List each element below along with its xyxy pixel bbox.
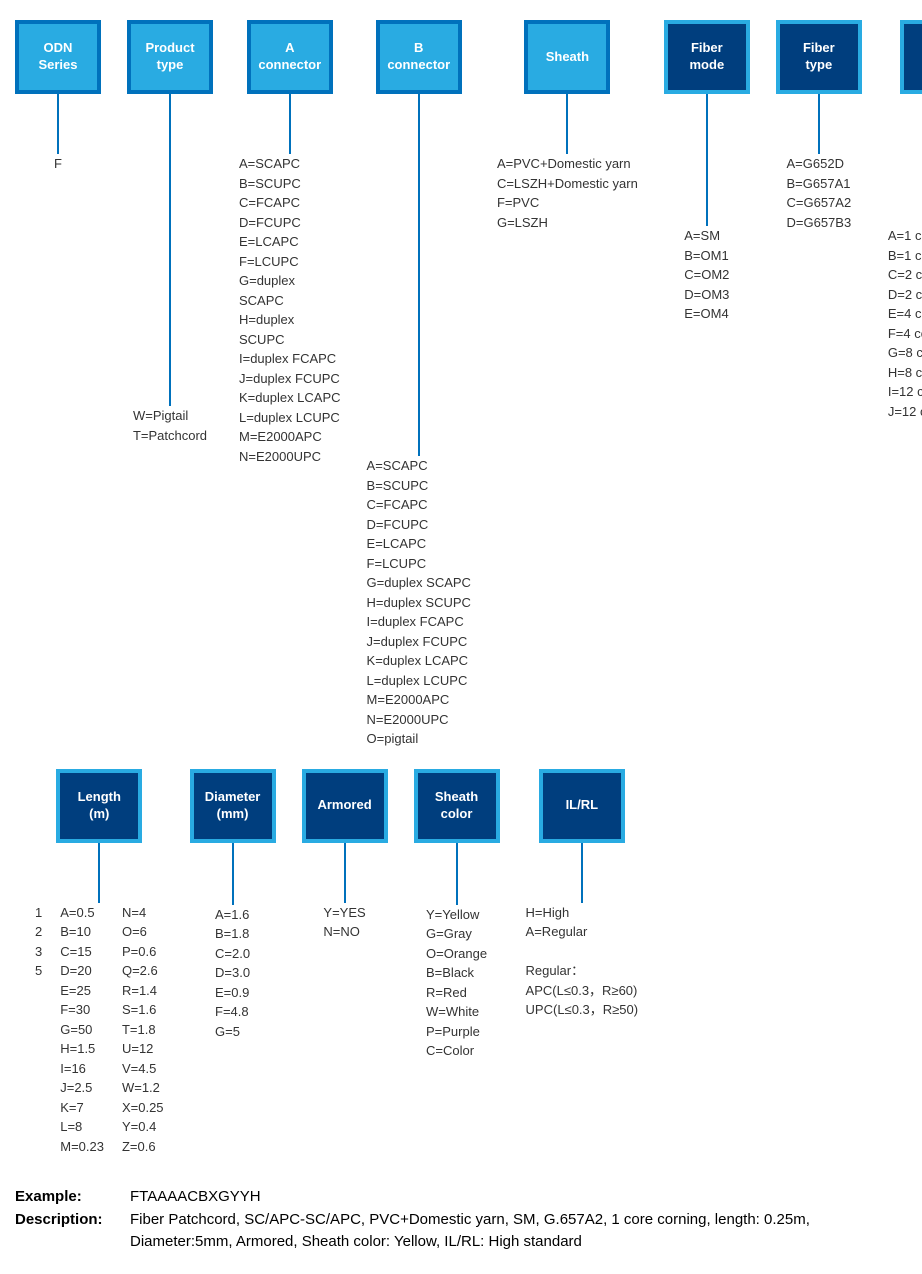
- column: Diameter(mm) A=1.6B=1.8C=2.0D=3.0E=0.9F=4…: [190, 769, 276, 1157]
- column: Sheath A=PVC+Domestic yarnC=LSZH+Domestic…: [497, 20, 638, 749]
- connector-line: [818, 94, 820, 154]
- example-value: FTAAAACBXGYYH: [130, 1186, 261, 1209]
- connector-line: [232, 843, 234, 905]
- column: Bconnector A=SCAPCB=SCUPCC=FCAPCD=FCUPCE=…: [367, 20, 471, 749]
- connector-line: [456, 843, 458, 905]
- column: Length(m) 1235A=0.5B=10C=15D=20E=25F=30G=…: [35, 769, 164, 1157]
- header-box: ODNSeries: [15, 20, 101, 94]
- description-value: Fiber Patchcord, SC/APC-SC/APC, PVC+Dome…: [130, 1209, 907, 1254]
- column: Aconnector A=SCAPCB=SCUPCC=FCAPCD=FCUPCE=…: [239, 20, 341, 749]
- options-list: Y=YellowG=GrayO=OrangeB=BlackR=RedW=Whit…: [426, 905, 487, 1061]
- header-box: Diameter(mm): [190, 769, 276, 843]
- connector-line: [57, 94, 59, 154]
- header-box: Sheath: [524, 20, 610, 94]
- header-box: Bconnector: [376, 20, 462, 94]
- column: Sheathcolor Y=YellowG=GrayO=OrangeB=Black…: [414, 769, 500, 1157]
- top-row: ODNSeries F Producttype W=PigtailT=Patchcor…: [15, 20, 907, 749]
- column: Producttype W=PigtailT=Patchcord: [127, 20, 213, 749]
- footer: Example:FTAAAACBXGYYH Description:Fiber …: [15, 1186, 907, 1254]
- header-box: IL/RL: [539, 769, 625, 843]
- options-list: A=SCAPCB=SCUPCC=FCAPCD=FCUPCE=LCAPCF=LCU…: [367, 456, 471, 749]
- options-list: Y=YESN=NO: [323, 903, 365, 942]
- header-box: Aconnector: [247, 20, 333, 94]
- options-list: A=G652DB=G657A1C=G657A2D=G657B3: [787, 154, 852, 232]
- connector-line: [418, 94, 420, 456]
- options-list: H=HighA=Regular Regular：APC(L≤0.3，R≥60)U…: [526, 903, 639, 1020]
- connector-line: [344, 843, 346, 903]
- column: Fibermode A=SMB=OM1C=OM2D=OM3E=OM4: [664, 20, 750, 749]
- options-list: W=PigtailT=Patchcord: [133, 406, 207, 445]
- column: Armored Y=YESN=NO: [302, 769, 388, 1157]
- column: ODNSeries F: [15, 20, 101, 749]
- options-list: A=PVC+Domestic yarnC=LSZH+Domestic yarnF…: [497, 154, 638, 232]
- column: Fibertype A=G652DB=G657A1C=G657A2D=G657B3: [776, 20, 862, 749]
- header-box: Fibercore: [900, 20, 922, 94]
- header-box: Producttype: [127, 20, 213, 94]
- options-list: A=SMB=OM1C=OM2D=OM3E=OM4: [684, 226, 729, 324]
- header-box: Length(m): [56, 769, 142, 843]
- options-list: A=SCAPCB=SCUPCC=FCAPCD=FCUPCE=LCAPCF=LCU…: [239, 154, 341, 466]
- options-list: 1235A=0.5B=10C=15D=20E=25F=30G=50H=1.5I=…: [35, 903, 164, 1157]
- connector-line: [98, 843, 100, 903]
- header-box: Sheathcolor: [414, 769, 500, 843]
- connector-line: [169, 94, 171, 406]
- description-label: Description:: [15, 1209, 130, 1254]
- options-list: F: [54, 154, 62, 174]
- header-box: Fibermode: [664, 20, 750, 94]
- header-box: Fibertype: [776, 20, 862, 94]
- header-box: Armored: [302, 769, 388, 843]
- options-list: A=1.6B=1.8C=2.0D=3.0E=0.9F=4.8G=5: [215, 905, 250, 1042]
- connector-line: [706, 94, 708, 226]
- options-list: A=1 core regularB=1 core corningC=2 core…: [888, 226, 922, 421]
- column: IL/RL H=HighA=Regular Regular：APC(L≤0.3，R…: [526, 769, 639, 1157]
- column: Fibercore A=1 core regularB=1 core cornin…: [888, 20, 922, 749]
- example-label: Example:: [15, 1186, 130, 1209]
- connector-line: [289, 94, 291, 154]
- connector-line: [581, 843, 583, 903]
- bottom-row: Length(m) 1235A=0.5B=10C=15D=20E=25F=30G=…: [35, 769, 907, 1157]
- connector-line: [566, 94, 568, 154]
